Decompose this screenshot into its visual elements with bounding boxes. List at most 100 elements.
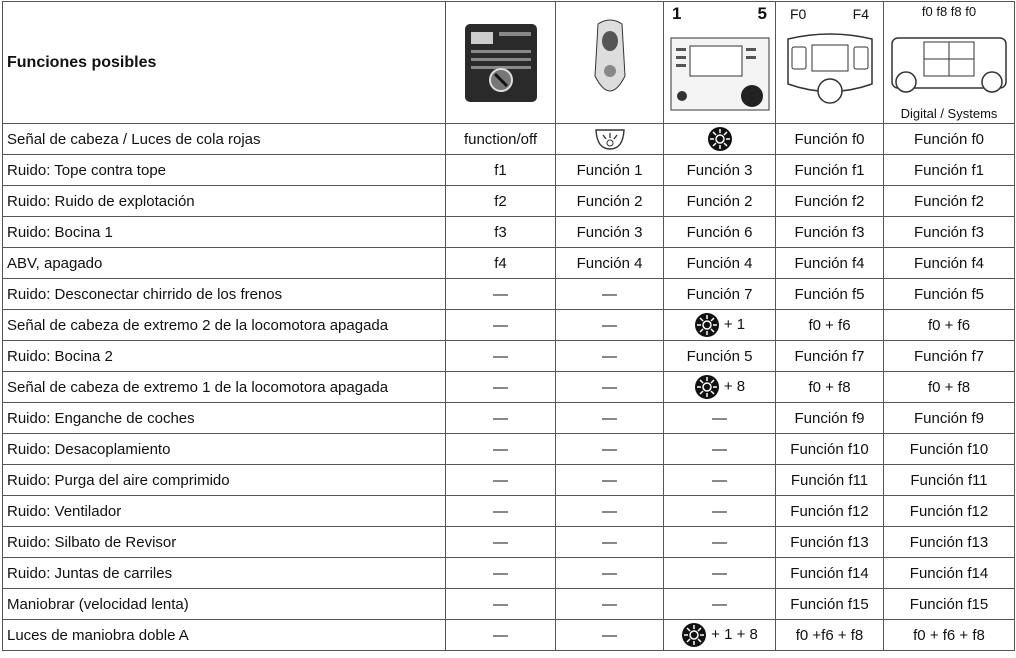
cell: Ruido: Desacoplamiento (2, 433, 446, 465)
cell: — (555, 557, 664, 589)
table-row: Ruido: Ruido de explotación f2 Función 2 Fu… (2, 185, 1015, 217)
header-cell: f0 f8 f8 f0 Digital / Systems (883, 1, 1015, 124)
cell (663, 123, 776, 155)
cell: Función f2 (775, 185, 884, 217)
cell: — (555, 402, 664, 434)
cell: Función 2 (663, 185, 776, 217)
table-row: Ruido: Enganche de coches — — — Función f9 Fu… (2, 402, 1015, 434)
cell: — (445, 526, 556, 558)
table-row: Maniobrar (velocidad lenta) — — — Función f1… (2, 588, 1015, 620)
cell: ABV, apagado (2, 247, 446, 279)
device-label: Digital / Systems (900, 106, 998, 121)
cell: f0 + f6 (775, 309, 884, 341)
device-label: 5 (757, 4, 767, 23)
cell: — (555, 433, 664, 465)
cell: Ruido: Tope contra tope (2, 154, 446, 186)
cell: f0 + f8 (883, 371, 1015, 403)
cell: Función f12 (775, 495, 884, 527)
cell: + 1 + 8 (663, 619, 776, 651)
cell: Función f11 (883, 464, 1015, 496)
header-cell: 1 5 (663, 1, 776, 124)
cell: — (555, 309, 664, 341)
table-row: Ruido: Desconectar chirrido de los freno… (2, 278, 1015, 310)
cell: Función 3 (663, 154, 776, 186)
cell: — (445, 433, 556, 465)
cell: function/off (445, 123, 556, 155)
table-body: Señal de cabeza / Luces de cola rojas fun… (2, 123, 1015, 651)
device-label: 1 (672, 4, 682, 23)
handheld-icon (593, 19, 626, 91)
cell: Ruido: Enganche de coches (2, 402, 446, 434)
cell: f3 (445, 216, 556, 248)
table-row: Señal de cabeza de extremo 1 de la locom… (2, 371, 1015, 403)
cell: Señal de cabeza de extremo 2 de la locom… (2, 309, 446, 341)
cell: — (663, 402, 776, 434)
mobile-station-icon (670, 37, 769, 110)
cell: Función f4 (883, 247, 1015, 279)
header-title: Funciones posibles (2, 1, 446, 124)
cell: Función f4 (775, 247, 884, 279)
cell: Función f7 (775, 340, 884, 372)
cell: — (445, 340, 556, 372)
cell: Función f11 (775, 464, 884, 496)
cell: Función f13 (883, 526, 1015, 558)
cell: Función f14 (775, 557, 884, 589)
cell: f2 (445, 185, 556, 217)
cell: Función f15 (883, 588, 1015, 620)
cell: Función f5 (883, 278, 1015, 310)
cell: Ruido: Desconectar chirrido de los freno… (2, 278, 446, 310)
table-row: Ruido: Tope contra tope f1 Función 1 Funció… (2, 154, 1015, 186)
cell: Función f0 (775, 123, 884, 155)
header-cell (445, 1, 556, 124)
cell: Ruido: Purga del aire comprimido (2, 464, 446, 496)
cell: — (445, 309, 556, 341)
cell: Señal de cabeza de extremo 1 de la locom… (2, 371, 446, 403)
cell: — (555, 278, 664, 310)
cell: Función 4 (663, 247, 776, 279)
cell: Función f9 (775, 402, 884, 434)
cell (555, 123, 664, 155)
cell: Función f10 (775, 433, 884, 465)
cell: f0 + f8 (775, 371, 884, 403)
cell: Función f9 (883, 402, 1015, 434)
header-cell (555, 1, 664, 124)
table-row: Señal de cabeza de extremo 2 de la locom… (2, 309, 1015, 341)
cell: Función f1 (775, 154, 884, 186)
table-row: Señal de cabeza / Luces de cola rojas fun… (2, 123, 1015, 155)
cell: Función f10 (883, 433, 1015, 465)
cell: — (555, 495, 664, 527)
cell: Función f3 (775, 216, 884, 248)
cell: Señal de cabeza / Luces de cola rojas (2, 123, 446, 155)
cell: Función f5 (775, 278, 884, 310)
cell: — (445, 619, 556, 651)
cell: Función f0 (883, 123, 1015, 155)
cell: Función f3 (883, 216, 1015, 248)
cell: — (663, 588, 776, 620)
cell: — (663, 495, 776, 527)
cell: — (445, 588, 556, 620)
central-unit-icon (464, 23, 537, 102)
cell: — (445, 371, 556, 403)
cell: — (445, 278, 556, 310)
cell: Función f14 (883, 557, 1015, 589)
cell: + 1 (663, 309, 776, 341)
cell: — (555, 588, 664, 620)
cell: — (445, 464, 556, 496)
cell: Función f12 (883, 495, 1015, 527)
cell: Función f7 (883, 340, 1015, 372)
cell: — (663, 464, 776, 496)
cell: — (555, 619, 664, 651)
table-row: Ruido: Bocina 1 f3 Función 3 Función 6 Funci… (2, 216, 1015, 248)
cell: Luces de maniobra doble A (2, 619, 446, 651)
device-label: f0 f8 f8 f0 (921, 4, 977, 19)
mobile-station-2-icon (786, 32, 873, 104)
cell: — (445, 557, 556, 589)
central-station-icon (891, 36, 1007, 93)
light-key-icon (694, 375, 719, 399)
cell: Ruido: Juntas de carriles (2, 557, 446, 589)
cell: f0 +f6 + f8 (775, 619, 884, 651)
cell: Ruido: Silbato de Revisor (2, 526, 446, 558)
cell: Función 3 (555, 216, 664, 248)
